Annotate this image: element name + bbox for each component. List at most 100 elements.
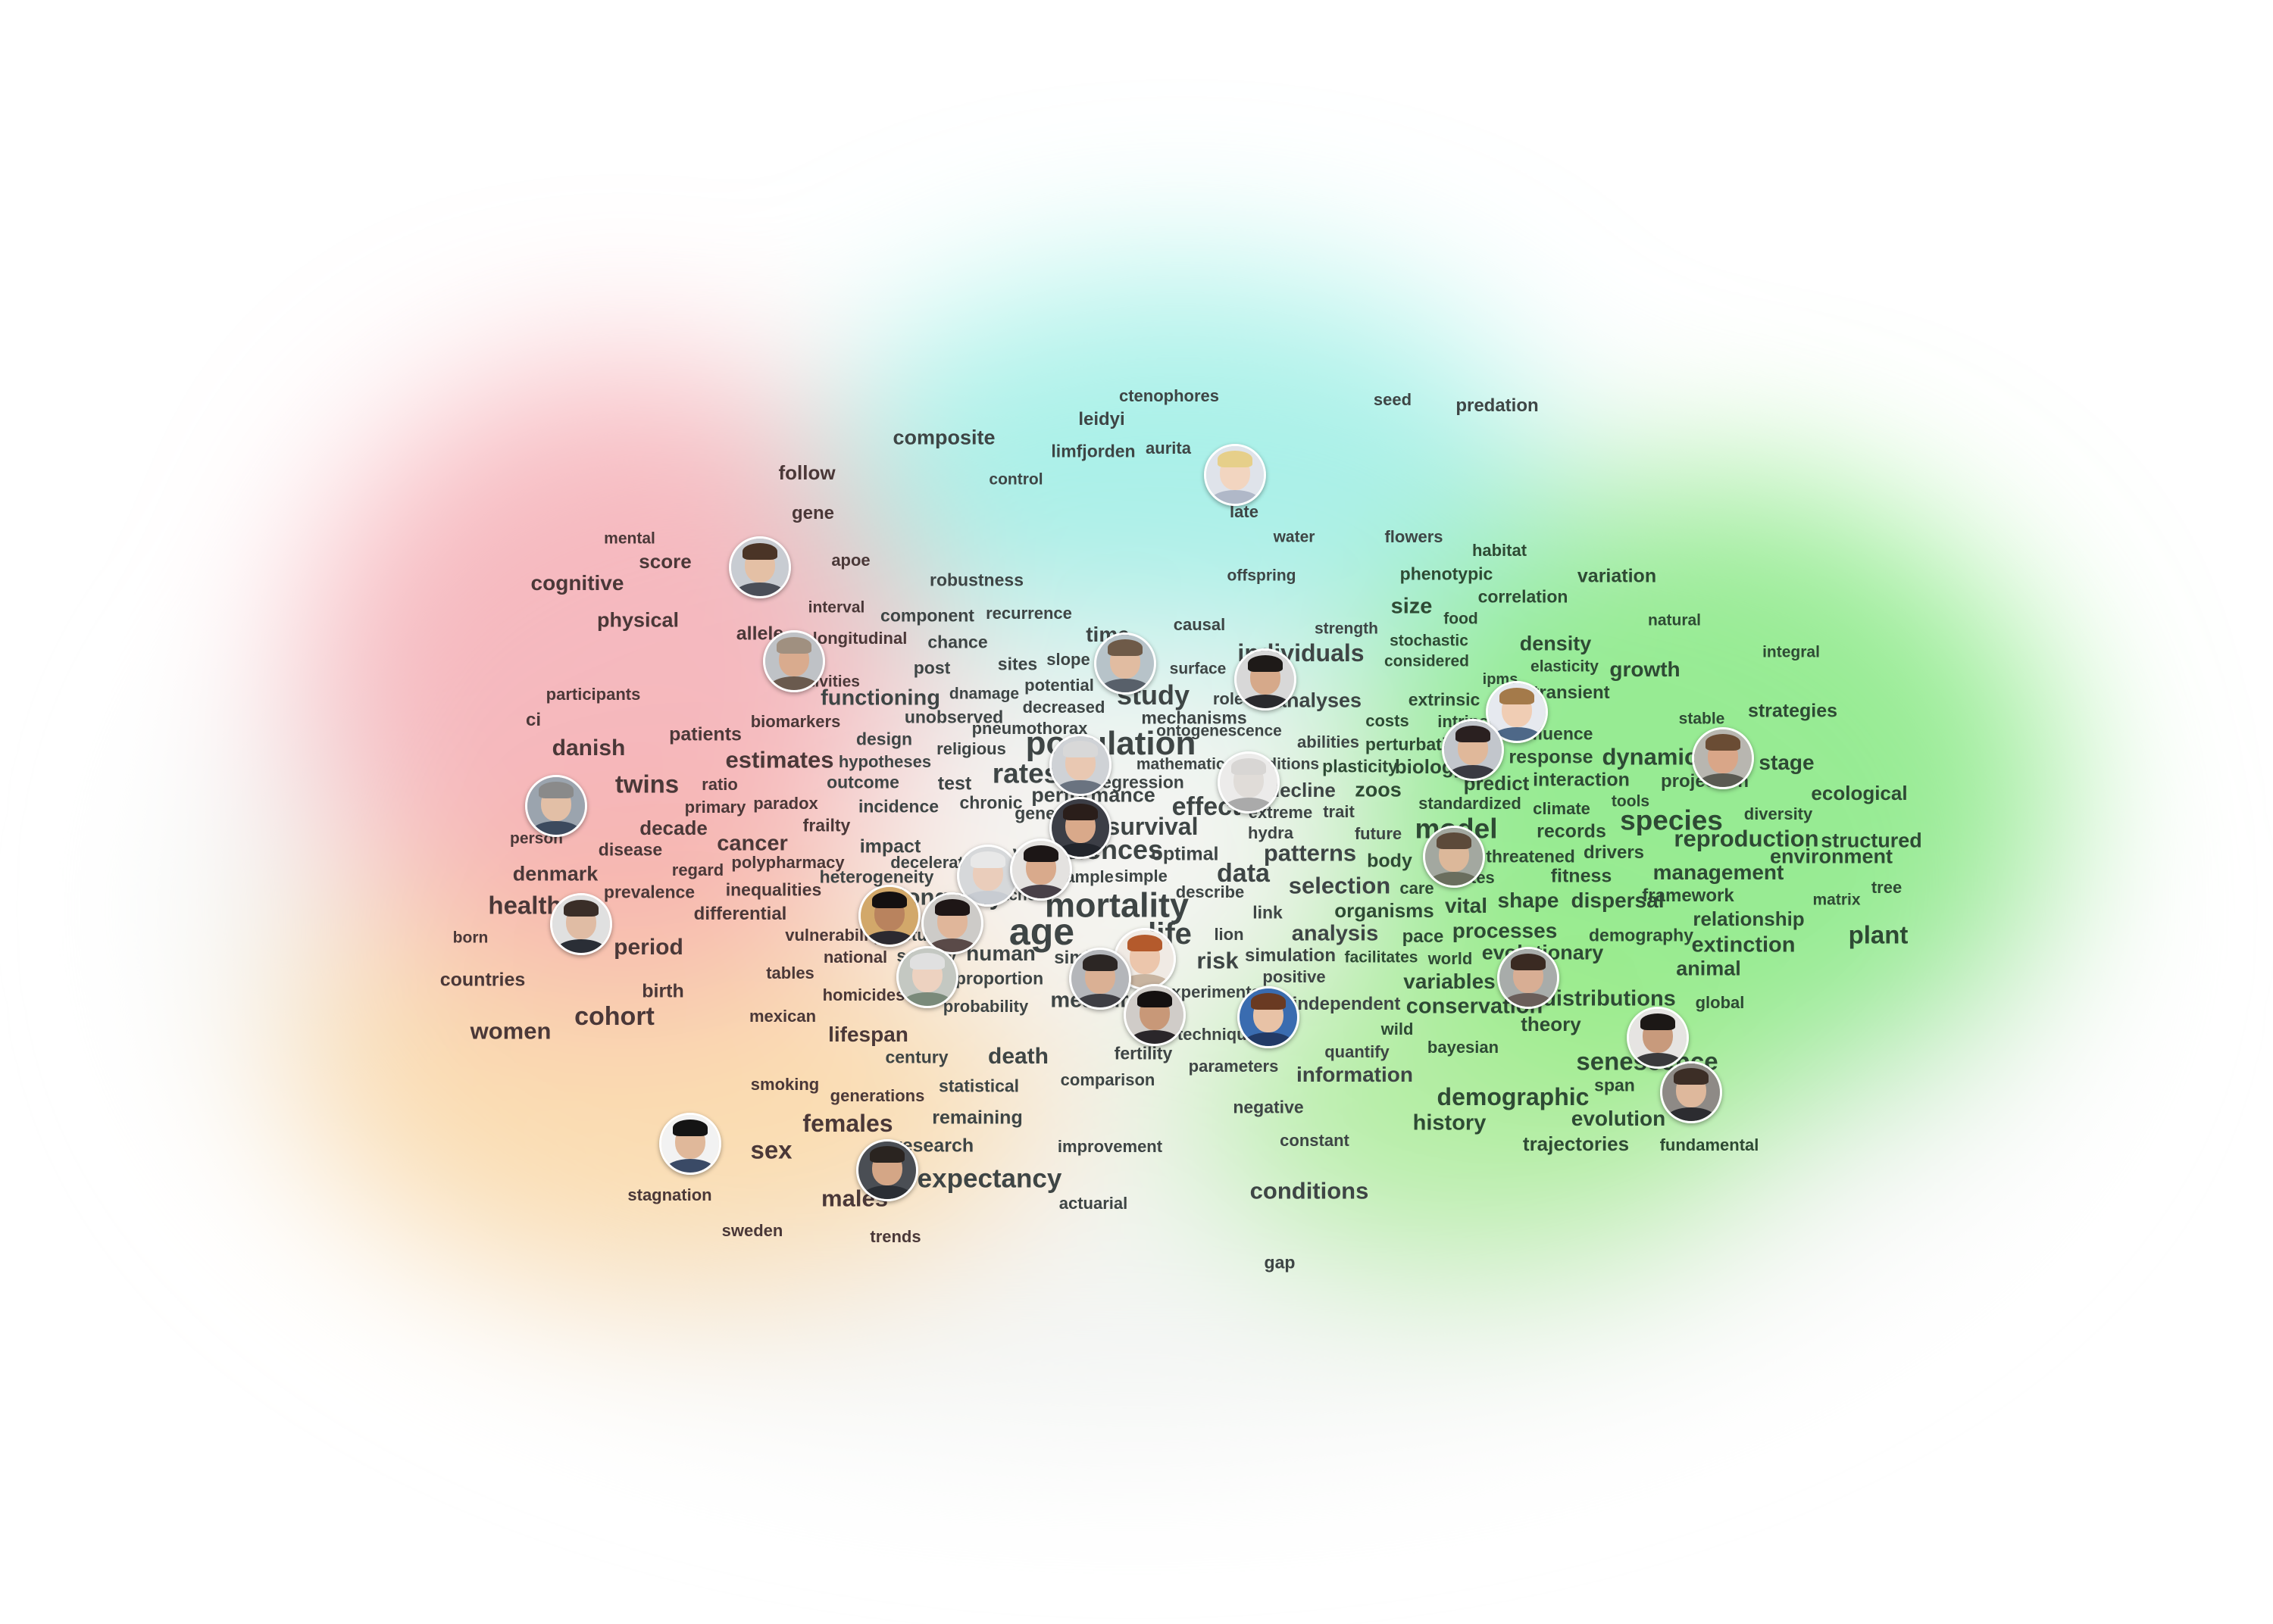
topic-word-chance: chance [927, 632, 988, 652]
topic-word-dnamage: dnamage [949, 685, 1020, 703]
topic-word-response: response [1509, 746, 1593, 768]
topic-word-considered: considered [1383, 652, 1470, 670]
topic-word-independent: independent [1292, 994, 1401, 1014]
topic-word-ontogenescence: ontogenescence [1156, 722, 1282, 740]
topic-word-dispersal: dispersal [1571, 889, 1665, 912]
topic-word-history: history [1412, 1110, 1487, 1135]
avatar-researcher-12[interactable] [1049, 797, 1111, 859]
avatar-shoulders [1016, 885, 1066, 898]
avatar-hair [1499, 688, 1534, 704]
topic-word-conditions: conditions [1249, 1177, 1369, 1204]
topic-word-describe: describe [1175, 882, 1245, 901]
avatar-researcher-21[interactable] [896, 946, 958, 1008]
topic-word-follow: follow [778, 461, 836, 484]
avatar-researcher-2[interactable] [729, 536, 791, 598]
avatar-shoulders [665, 1159, 715, 1173]
topic-word-ecological: ecological [1811, 782, 1908, 804]
topic-word-negative: negative [1233, 1097, 1304, 1117]
avatar-researcher-4[interactable] [1094, 632, 1156, 695]
avatar-hair [673, 1120, 708, 1136]
topic-word-diversity: diversity [1743, 804, 1813, 823]
topic-word-experiments: experiments [1162, 982, 1261, 1001]
topic-word-potential: potential [1024, 676, 1094, 695]
topic-word-impact: impact [859, 835, 921, 857]
avatar-researcher-5[interactable] [1234, 648, 1296, 710]
avatar-hair [935, 899, 970, 916]
topic-word-expectancy: expectancy [917, 1163, 1062, 1194]
topic-word-data: data [1217, 859, 1270, 888]
avatar-researcher-1[interactable] [1204, 444, 1266, 506]
avatar-shoulders [1100, 679, 1150, 692]
topic-word-structured: structured [1821, 829, 1922, 852]
avatar-researcher-11[interactable] [525, 775, 587, 837]
topic-word-fertility: fertility [1114, 1043, 1173, 1063]
topic-word-biomarkers: biomarkers [750, 712, 841, 731]
topic-word-tables: tables [766, 963, 814, 982]
topic-word-denmark: denmark [512, 862, 599, 885]
topic-word-gene: gene [791, 503, 835, 523]
avatar-researcher-6[interactable] [1486, 681, 1548, 743]
topic-word-link: link [1252, 902, 1283, 923]
avatar-researcher-3[interactable] [763, 630, 825, 692]
topic-word-shape: shape [1497, 889, 1559, 912]
topic-word-twins: twins [614, 770, 680, 798]
topic-word-correlation: correlation [1477, 586, 1568, 607]
topic-word-religious: religious [936, 739, 1006, 758]
topic-word-framework: framework [1642, 885, 1734, 906]
avatar-researcher-26[interactable] [1660, 1061, 1722, 1123]
avatar-researcher-28[interactable] [856, 1139, 918, 1201]
topic-word-decreased: decreased [1022, 698, 1105, 717]
avatar-researcher-27[interactable] [659, 1113, 721, 1175]
avatar-shoulders [1448, 765, 1498, 779]
topic-word-robustness: robustness [930, 570, 1024, 590]
topic-word-reproduction: reproduction [1674, 825, 1819, 852]
topic-word-cognitive: cognitive [530, 571, 624, 595]
topic-word-frailty: frailty [802, 815, 851, 835]
topic-word-information: information [1296, 1063, 1413, 1086]
avatar-researcher-7[interactable] [1442, 719, 1504, 781]
topic-word-decade: decade [639, 817, 708, 839]
topic-word-comparison: comparison [1060, 1070, 1155, 1089]
topic-word-mathematical: mathematical [1136, 755, 1239, 773]
avatar-hair [1248, 655, 1283, 672]
topic-word-trends: trends [870, 1227, 921, 1246]
topic-word-causal: causal [1173, 615, 1226, 634]
topic-word-strategies: strategies [1747, 700, 1838, 722]
topic-word-seed: seed [1373, 390, 1412, 409]
topic-word-limfjorden: limfjorden [1051, 441, 1136, 461]
avatar-shoulders [1224, 798, 1274, 811]
topic-word-inequalities: inequalities [725, 879, 822, 900]
avatar-researcher-16[interactable] [858, 885, 921, 947]
avatar-researcher-20[interactable] [1497, 947, 1559, 1009]
avatar-researcher-18[interactable] [550, 893, 612, 955]
avatar-researcher-17[interactable] [921, 892, 983, 954]
avatar-researcher-25[interactable] [1627, 1007, 1689, 1069]
topic-word-natural: natural [1647, 611, 1702, 629]
avatar-shoulders [1210, 490, 1260, 504]
topic-word-mexican: mexican [749, 1007, 817, 1026]
topic-word-abilities: abilities [1297, 732, 1359, 751]
avatar-hair [1137, 991, 1172, 1007]
topic-word-outcome: outcome [827, 772, 899, 792]
avatar-hair [1083, 954, 1118, 971]
avatar-researcher-9[interactable] [1049, 734, 1111, 796]
topic-word-global: global [1695, 993, 1745, 1012]
avatar-researcher-8[interactable] [1692, 727, 1754, 789]
topic-word-risk: risk [1196, 947, 1239, 974]
avatar-researcher-23[interactable] [1124, 984, 1186, 1046]
topic-word-elasticity: elasticity [1530, 657, 1599, 676]
topic-word-interaction: interaction [1533, 769, 1630, 791]
avatar-hair [743, 543, 777, 560]
topic-word-homicides: homicides [822, 985, 905, 1004]
topic-word-pneumothorax: pneumothorax [971, 719, 1088, 738]
topic-word-future: future [1354, 824, 1402, 843]
avatar-researcher-13[interactable] [1423, 826, 1485, 888]
avatar-researcher-24[interactable] [1237, 986, 1299, 1048]
avatar-researcher-15[interactable] [1010, 839, 1072, 901]
avatar-researcher-10[interactable] [1218, 751, 1280, 814]
topic-word-positive: positive [1262, 967, 1326, 986]
avatar-researcher-22[interactable] [1069, 948, 1131, 1010]
avatar-hair [1706, 734, 1740, 751]
topic-word-surface: surface [1169, 660, 1227, 678]
topic-word-selection: selection [1288, 872, 1391, 899]
